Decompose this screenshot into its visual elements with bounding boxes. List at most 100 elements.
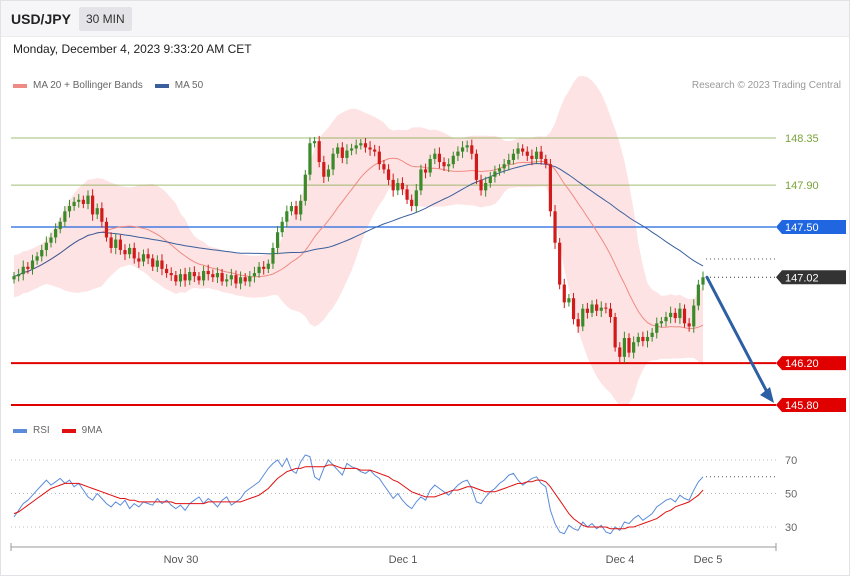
candle-body bbox=[400, 183, 405, 190]
candle bbox=[72, 197, 76, 211]
candle bbox=[30, 254, 35, 275]
candle-body bbox=[243, 277, 247, 282]
candle-body bbox=[525, 151, 529, 156]
candle bbox=[12, 272, 16, 284]
candle-body bbox=[77, 199, 81, 202]
candle bbox=[86, 190, 90, 210]
candle bbox=[419, 164, 423, 196]
candle-body bbox=[312, 141, 317, 144]
candle bbox=[67, 199, 72, 218]
candle-body bbox=[299, 200, 303, 215]
main-legend: MA 20 + Bollinger Bands MA 50 bbox=[13, 80, 215, 91]
candle-body bbox=[252, 273, 257, 277]
candle bbox=[428, 154, 432, 177]
candle bbox=[308, 137, 312, 181]
level-tag-147-02 bbox=[776, 270, 846, 285]
candle-body bbox=[437, 153, 442, 163]
candle bbox=[95, 203, 99, 220]
candle bbox=[433, 148, 437, 165]
candle bbox=[641, 331, 645, 347]
candle-body bbox=[581, 308, 585, 327]
candle-body bbox=[211, 274, 215, 278]
candle bbox=[243, 273, 247, 286]
candle bbox=[465, 140, 469, 153]
candle bbox=[576, 312, 580, 333]
x-tick-label: Nov 30 bbox=[164, 554, 199, 566]
candle bbox=[493, 165, 497, 183]
rsi-legend-swatch bbox=[13, 428, 27, 433]
rsi-ma-legend-swatch bbox=[61, 428, 76, 433]
candle bbox=[377, 145, 381, 170]
candle bbox=[280, 217, 284, 237]
candle-body bbox=[81, 199, 85, 204]
candles-group bbox=[12, 135, 705, 364]
candle-body bbox=[627, 337, 631, 353]
candle bbox=[585, 302, 589, 319]
candle bbox=[63, 206, 67, 227]
candle bbox=[484, 176, 488, 197]
candle-body bbox=[595, 304, 599, 311]
candle-body bbox=[571, 298, 576, 320]
candle bbox=[507, 153, 511, 171]
candle bbox=[123, 244, 127, 260]
candle bbox=[470, 139, 474, 160]
candle bbox=[188, 267, 192, 286]
rsi-tick-70: 70 bbox=[785, 455, 797, 467]
candle bbox=[174, 270, 178, 286]
candle-body bbox=[433, 153, 437, 159]
candle-body bbox=[322, 162, 326, 177]
candle-body bbox=[382, 164, 386, 170]
candle bbox=[618, 342, 622, 363]
level-label-148-35: 148.35 bbox=[785, 133, 819, 145]
candle bbox=[132, 242, 136, 264]
candle-body bbox=[285, 211, 289, 222]
candle bbox=[128, 243, 132, 259]
candle bbox=[664, 311, 668, 327]
candle-body bbox=[17, 274, 21, 277]
candle bbox=[678, 302, 682, 324]
candle-body bbox=[123, 250, 127, 255]
candle bbox=[423, 163, 428, 179]
x-tick-label: Dec 5 bbox=[694, 554, 723, 566]
candle bbox=[211, 269, 215, 282]
timeframe-button[interactable]: 30 MIN bbox=[79, 7, 132, 31]
candle-body bbox=[692, 305, 696, 327]
candle-body bbox=[447, 164, 451, 167]
candle-body bbox=[21, 266, 25, 275]
candle bbox=[382, 159, 386, 174]
candle bbox=[192, 266, 196, 282]
candle-body bbox=[460, 147, 465, 152]
candle bbox=[437, 147, 442, 169]
candle bbox=[595, 299, 599, 316]
candle-body bbox=[655, 323, 659, 333]
candle bbox=[608, 302, 613, 323]
candle-body bbox=[225, 279, 229, 282]
rsi-legend: RSI 9MA bbox=[13, 425, 114, 436]
candle-body bbox=[479, 179, 483, 191]
candle bbox=[447, 158, 451, 173]
candle-body bbox=[562, 284, 566, 303]
candle bbox=[405, 185, 409, 204]
candle bbox=[201, 265, 206, 286]
chart-header: USD/JPY 30 MIN bbox=[0, 0, 850, 37]
candle bbox=[451, 151, 455, 169]
candle bbox=[571, 292, 576, 325]
candle bbox=[558, 237, 562, 290]
candle bbox=[655, 317, 659, 339]
candle bbox=[442, 157, 446, 171]
level-label-147-90: 147.90 bbox=[785, 180, 819, 192]
candle-body bbox=[590, 304, 594, 313]
level-label-145-80: 145.80 bbox=[785, 400, 819, 412]
candle-body bbox=[197, 276, 201, 281]
candle bbox=[137, 252, 141, 268]
candle-body bbox=[146, 254, 150, 259]
candle-body bbox=[280, 221, 284, 233]
candle-body bbox=[396, 183, 400, 191]
candle-body bbox=[507, 159, 511, 165]
candle bbox=[229, 268, 233, 286]
candle bbox=[160, 254, 164, 276]
candle-body bbox=[470, 145, 474, 154]
candle-body bbox=[539, 151, 543, 159]
candle-body bbox=[303, 174, 307, 201]
symbol-label: USD/JPY bbox=[11, 11, 71, 27]
